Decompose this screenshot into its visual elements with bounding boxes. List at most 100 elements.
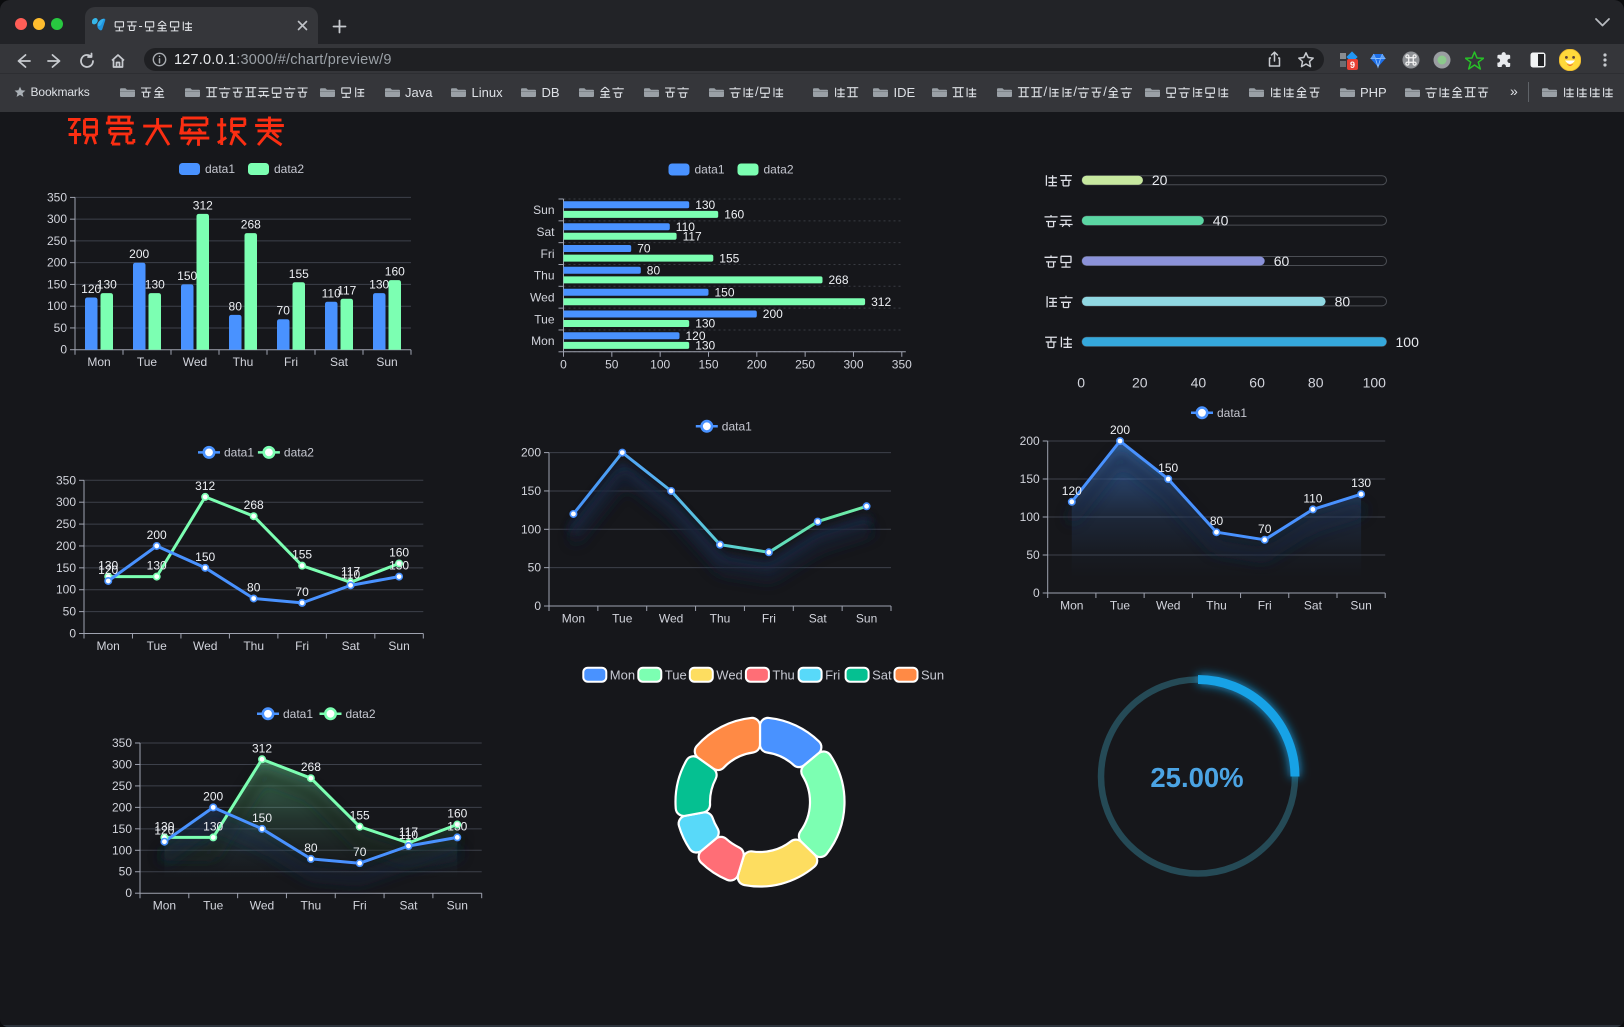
svg-text:350: 350: [47, 190, 67, 204]
svg-text:Wed: Wed: [530, 290, 554, 304]
svg-text:80: 80: [1335, 293, 1351, 309]
svg-text:Mon: Mon: [610, 668, 635, 683]
svg-text:130: 130: [695, 339, 715, 353]
svg-text:200: 200: [129, 247, 149, 261]
svg-text:160: 160: [447, 807, 467, 821]
svg-text:150: 150: [1020, 472, 1040, 486]
svg-text:Thu: Thu: [1206, 599, 1227, 613]
svg-text:data1: data1: [224, 446, 254, 460]
svg-text:Wed: Wed: [183, 355, 207, 369]
svg-text:Fri: Fri: [825, 668, 840, 683]
svg-text:100: 100: [650, 357, 670, 371]
svg-text:150: 150: [112, 822, 132, 836]
svg-text:150: 150: [195, 550, 215, 564]
svg-text:Sun: Sun: [376, 355, 397, 369]
svg-text:130: 130: [97, 278, 117, 292]
svg-text:130: 130: [98, 559, 118, 573]
svg-text:Mon: Mon: [531, 334, 554, 348]
svg-text:Fri: Fri: [1258, 599, 1272, 613]
svg-text:268: 268: [244, 498, 264, 512]
svg-text:-: -: [139, 19, 143, 33]
svg-text:250: 250: [112, 779, 132, 793]
svg-text:300: 300: [843, 357, 863, 371]
svg-text:0: 0: [69, 627, 76, 641]
svg-text:Tue: Tue: [612, 612, 633, 626]
svg-text:Mon: Mon: [562, 612, 585, 626]
svg-text:70: 70: [295, 585, 309, 599]
svg-text:350: 350: [56, 473, 76, 487]
svg-text:100: 100: [47, 299, 67, 313]
svg-text:Sun: Sun: [856, 612, 877, 626]
svg-text:Thu: Thu: [534, 269, 555, 283]
svg-text:130: 130: [145, 278, 165, 292]
svg-text:25.00%: 25.00%: [1150, 762, 1243, 793]
svg-text:150: 150: [1158, 461, 1178, 475]
svg-text:100: 100: [1396, 334, 1420, 350]
svg-text:155: 155: [350, 809, 370, 823]
svg-text:117: 117: [683, 229, 702, 243]
svg-text:200: 200: [1110, 423, 1130, 437]
svg-text:0: 0: [60, 343, 67, 357]
svg-text:268: 268: [301, 760, 321, 774]
svg-text:Tue: Tue: [147, 639, 168, 653]
svg-text:120: 120: [154, 824, 174, 838]
svg-text:0: 0: [560, 357, 567, 371]
svg-text:200: 200: [112, 800, 132, 814]
svg-text:Tue: Tue: [203, 899, 224, 913]
svg-text:130: 130: [695, 198, 715, 212]
svg-text:110: 110: [341, 567, 360, 581]
svg-text:80: 80: [247, 581, 261, 595]
svg-text:Wed: Wed: [250, 899, 274, 913]
svg-text:Sat: Sat: [399, 899, 418, 913]
svg-text:200: 200: [763, 307, 783, 321]
svg-text:130: 130: [203, 819, 223, 833]
svg-text:/: /: [1044, 84, 1048, 99]
svg-text:Sat: Sat: [1304, 599, 1323, 613]
svg-text:Tue: Tue: [534, 312, 555, 326]
svg-text:350: 350: [892, 357, 912, 371]
svg-text:40: 40: [1213, 213, 1229, 229]
svg-text:100: 100: [56, 583, 76, 597]
svg-text:Fri: Fri: [541, 247, 555, 261]
svg-text:20: 20: [1152, 172, 1168, 188]
svg-text:312: 312: [195, 479, 215, 493]
svg-text:Sun: Sun: [1350, 599, 1371, 613]
svg-text:20: 20: [1132, 375, 1148, 391]
svg-text:data2: data2: [346, 707, 376, 721]
svg-text:120: 120: [1062, 484, 1082, 498]
svg-text:Sat: Sat: [330, 355, 349, 369]
svg-text:Thu: Thu: [772, 668, 794, 683]
svg-text:120: 120: [686, 329, 706, 343]
svg-text:Sat: Sat: [536, 225, 555, 239]
svg-text:80: 80: [1210, 514, 1224, 528]
svg-text:200: 200: [521, 446, 541, 460]
svg-text:130: 130: [147, 559, 167, 573]
svg-text:100: 100: [1363, 375, 1387, 391]
svg-text:/: /: [1103, 84, 1107, 99]
svg-text:Fri: Fri: [762, 612, 776, 626]
svg-text:200: 200: [747, 357, 767, 371]
svg-text:50: 50: [63, 605, 77, 619]
svg-text:50: 50: [119, 865, 133, 879]
svg-text:Tue: Tue: [1110, 599, 1131, 613]
svg-text:130: 130: [1351, 476, 1371, 490]
svg-text:300: 300: [47, 212, 67, 226]
svg-text:Thu: Thu: [710, 612, 731, 626]
svg-text:Thu: Thu: [233, 355, 254, 369]
svg-text:0: 0: [125, 886, 132, 900]
svg-text:9: 9: [1350, 60, 1355, 70]
svg-text:350: 350: [112, 736, 132, 750]
svg-text:Sat: Sat: [872, 668, 892, 683]
svg-text:110: 110: [399, 828, 418, 842]
svg-text:Wed: Wed: [193, 639, 217, 653]
svg-text:Mon: Mon: [1060, 599, 1083, 613]
svg-text:200: 200: [56, 539, 76, 553]
svg-text:250: 250: [795, 357, 815, 371]
svg-text:160: 160: [385, 265, 405, 279]
svg-text:268: 268: [241, 218, 261, 232]
svg-text:/: /: [755, 84, 759, 99]
svg-text:data2: data2: [764, 163, 794, 177]
svg-text:100: 100: [112, 843, 132, 857]
svg-text:100: 100: [521, 522, 541, 536]
svg-text:80: 80: [1308, 375, 1324, 391]
